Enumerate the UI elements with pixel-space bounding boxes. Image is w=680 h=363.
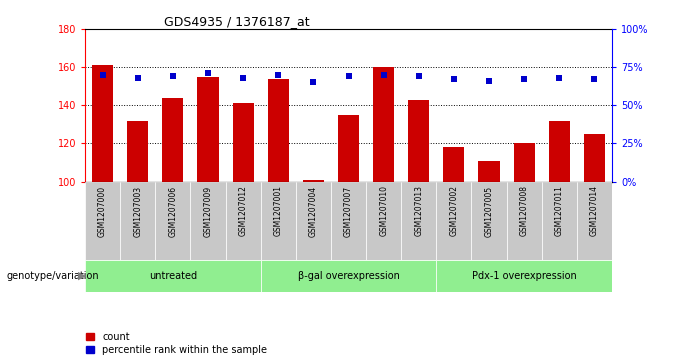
Text: GDS4935 / 1376187_at: GDS4935 / 1376187_at	[164, 15, 309, 28]
Bar	[331, 182, 366, 260]
Text: genotype/variation: genotype/variation	[7, 271, 99, 281]
Bar	[233, 103, 254, 182]
Text: GSM1207012: GSM1207012	[239, 185, 248, 236]
Point	[203, 70, 214, 76]
Bar	[437, 182, 471, 260]
Bar	[401, 182, 437, 260]
Point	[589, 77, 600, 82]
Bar	[163, 98, 184, 182]
Bar	[303, 180, 324, 182]
Bar	[584, 134, 605, 182]
Point	[132, 75, 143, 81]
Text: Pdx-1 overexpression: Pdx-1 overexpression	[472, 271, 577, 281]
Bar	[577, 182, 612, 260]
Text: GSM1207006: GSM1207006	[169, 185, 177, 237]
Bar	[443, 147, 464, 182]
Point	[519, 77, 530, 82]
Point	[308, 79, 319, 85]
Legend: count, percentile rank within the sample: count, percentile rank within the sample	[86, 331, 267, 355]
Point	[483, 78, 494, 84]
Text: GSM1207003: GSM1207003	[133, 185, 142, 237]
Point	[449, 77, 460, 82]
Point	[238, 75, 249, 81]
Text: GSM1207010: GSM1207010	[379, 185, 388, 236]
Bar	[549, 121, 570, 182]
Bar	[366, 182, 401, 260]
Text: GSM1207002: GSM1207002	[449, 185, 458, 236]
Text: GSM1207007: GSM1207007	[344, 185, 353, 237]
Bar	[268, 79, 289, 182]
Bar	[197, 77, 218, 182]
Point	[413, 73, 424, 79]
Text: β-gal overexpression: β-gal overexpression	[298, 271, 399, 281]
Point	[554, 75, 564, 81]
Point	[97, 72, 108, 78]
Point	[343, 73, 354, 79]
Text: GSM1207009: GSM1207009	[203, 185, 212, 237]
Text: untreated: untreated	[149, 271, 197, 281]
Bar	[479, 160, 500, 182]
Bar	[408, 99, 429, 182]
Text: ▶: ▶	[78, 271, 87, 281]
Point	[378, 72, 389, 78]
Bar	[120, 182, 155, 260]
Bar	[260, 260, 437, 292]
Text: GSM1207005: GSM1207005	[485, 185, 494, 237]
Bar	[260, 182, 296, 260]
Bar	[155, 182, 190, 260]
Text: GSM1207011: GSM1207011	[555, 185, 564, 236]
Bar	[513, 143, 534, 182]
Text: GSM1207013: GSM1207013	[414, 185, 423, 236]
Bar	[92, 65, 113, 182]
Bar	[226, 182, 260, 260]
Text: GSM1207001: GSM1207001	[274, 185, 283, 236]
Bar	[296, 182, 331, 260]
Text: GSM1207000: GSM1207000	[98, 185, 107, 237]
Bar	[507, 182, 542, 260]
Bar	[338, 115, 359, 182]
Bar	[373, 67, 394, 182]
Point	[273, 72, 284, 78]
Text: GSM1207014: GSM1207014	[590, 185, 599, 236]
Bar	[127, 121, 148, 182]
Bar	[190, 182, 226, 260]
Text: GSM1207004: GSM1207004	[309, 185, 318, 237]
Text: GSM1207008: GSM1207008	[520, 185, 528, 236]
Bar	[471, 182, 507, 260]
Bar	[437, 260, 612, 292]
Bar	[85, 260, 260, 292]
Point	[167, 73, 178, 79]
Bar	[542, 182, 577, 260]
Bar	[85, 182, 120, 260]
